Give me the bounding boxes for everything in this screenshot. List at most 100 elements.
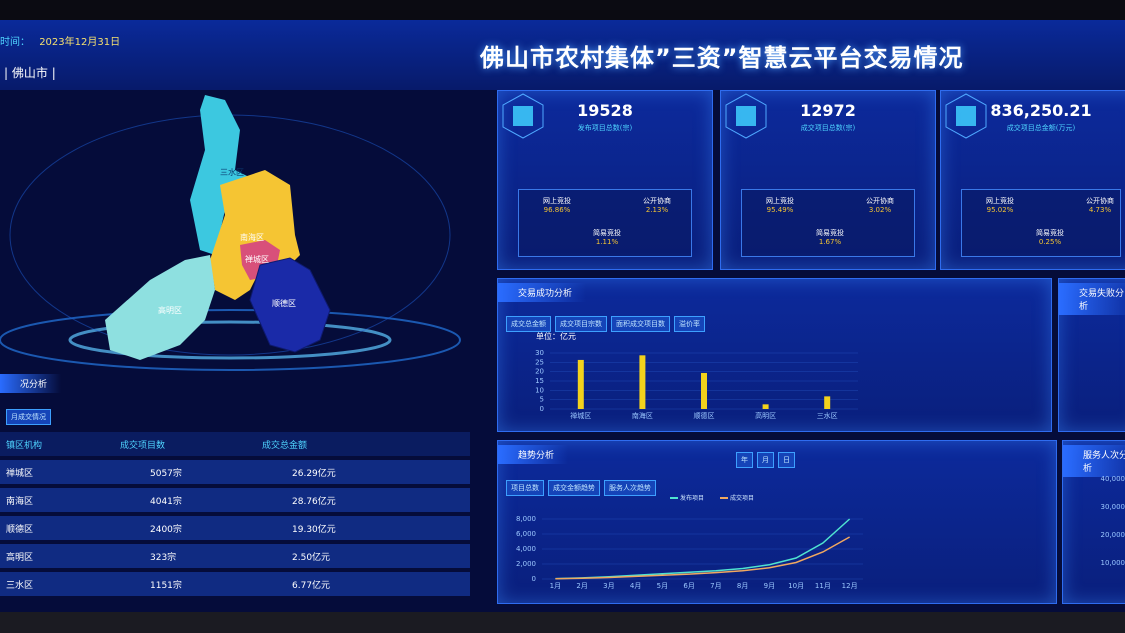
panel-title: 交易失败分析 [1059,283,1125,315]
x-tick-label: 4月 [630,582,641,590]
x-tick-label: 三水区 [817,411,838,420]
y-tick-label: 25 [535,358,544,366]
date: 2023年12月31日 [39,37,121,48]
stat-value: 836,250.21 [990,101,1092,120]
tab[interactable]: 溢价率 [674,316,705,332]
region-label: 三水区 [220,167,244,177]
x-tick-label: 10月 [788,582,804,590]
tab[interactable]: 月成交情况 [6,409,51,425]
trend-panel: 趋势分析项目总数 成交金额趋势 服务人次趋势 年月日 0 2,000 4,000 6,000 8… [497,440,1057,604]
cell: 2.50亿元 [292,553,331,563]
panel-title: 交易成功分析 [498,283,587,302]
cell: 2400宗 [150,525,182,535]
stat-card: 12972 成交项目总数(宗) 网上竞投 95.49% 公开协商 3.02% 简易竞投 1.6… [720,90,936,270]
item-label: 简易竞投 [816,229,844,237]
period-tab[interactable]: 月 [757,452,774,468]
tab[interactable]: 成交总金额 [506,316,551,332]
y-tick-label: 6,000 [516,530,536,538]
item-value: 95.02% [986,206,1014,214]
page-title: 佛山市农村集体”三资”智慧云平台交易情况 [480,44,964,72]
map-ring [0,309,461,371]
section-title: 况分析 [0,374,62,393]
stat-label: 发布项目总数(宗) [577,124,633,132]
icon-hex [725,93,767,139]
x-tick-label: 高明区 [755,411,776,420]
region-shape[interactable] [249,257,331,353]
item-label: 公开协商 [643,197,671,205]
x-tick-label: 8月 [737,582,748,590]
fail-panel: 交易失败分析 [1058,278,1125,432]
tab-bar: 成交总金额 成交项目宗数 面积成交项目数 溢价率 [506,311,709,332]
item-value: 95.49% [766,206,794,214]
x-tick-label: 南海区 [632,411,653,420]
tab[interactable]: 成交金额趋势 [548,480,600,496]
item-label: 网上竞投 [543,197,571,205]
breakdown-item: 公开协商 4.73% [1070,196,1125,214]
icon-hex [502,93,544,139]
tab[interactable]: 项目总数 [506,480,544,496]
icon [725,93,767,139]
item-value: 96.86% [543,206,571,214]
y-tick-label: 2,000 [516,560,536,568]
date-box: 时间： 2023年12月31日 [0,33,120,48]
map: 三水区 南海区 禅城区 顺德区 高明区 [0,95,461,371]
unit-label: 单位：亿元 [536,332,576,341]
item-value: 2.13% [645,206,669,214]
stat-label: 成交项目总数(宗) [800,124,856,132]
region-shape[interactable] [190,95,255,255]
y-tick-label: 0 [532,575,536,583]
breakdown-item: 网上竞投 95.02% [970,196,1030,214]
bar [577,359,584,409]
panel-title: 趋势分析 [498,445,569,464]
region-label: 南海区 [240,232,264,242]
table-header: 镇区机构 成交项目数 成交总金额 [0,432,470,456]
cell: 6.77亿元 [292,581,331,591]
stat-label: 成交项目总金额(万元) [1006,124,1076,132]
period-tab[interactable]: 年 [736,452,753,468]
y-tick-label: 0 [540,405,544,413]
region-select[interactable]: | 佛山市 | [4,66,56,80]
tab[interactable]: 面积成交项目数 [611,316,670,332]
stat-value: 19528 [577,101,633,120]
table-row: 禅城区 5057宗 26.29亿元 [0,460,470,484]
item-label: 网上竞投 [986,197,1014,205]
bar [824,396,831,409]
period-tab[interactable]: 日 [778,452,795,468]
region-label: 顺德区 [272,298,296,308]
period-bar: 年月日 [736,447,799,468]
item-value: 4.73% [1088,206,1112,214]
cell: 323宗 [150,553,177,563]
x-tick-label: 6月 [683,582,694,590]
legend-label: 成交项目 [730,494,754,502]
cell: 顺德区 [6,525,34,535]
cell: 26.29亿元 [292,469,336,479]
tab[interactable]: 服务人次趋势 [604,480,656,496]
icon-hex [945,93,987,139]
breakdown-item: 简易竞投 1.11% [577,228,637,246]
table-row: 三水区 1151宗 6.77亿元 [0,572,470,596]
stat-breakdown: 网上竞投 95.49% 公开协商 3.02% 简易竞投 1.67% [741,189,915,257]
item-value: 0.25% [1038,238,1062,246]
item-value: 1.67% [818,238,842,246]
table-row: 高明区 323宗 2.50亿元 [0,544,470,568]
column-header: 成交总金额 [262,441,308,451]
stat-card: 836,250.21 成交项目总金额(万元) 网上竞投 95.02% 公开协商 4.73%… [940,90,1125,270]
stat-value: 12972 [800,101,856,120]
item-value: 1.11% [595,238,619,246]
region-label: 禅城区 [245,254,269,264]
breakdown-item: 简易竞投 0.25% [1020,228,1080,246]
x-tick-label: 12月 [842,582,858,590]
table-section: 况分析 月成交情况 镇区机构 成交项目数 成交总金额 禅城区 5057宗 26.29亿元南… [0,374,475,614]
service-panel: 服务人次分析 10,000 20,000 30,000 40,000 [1062,440,1125,604]
header-bar [0,20,1125,90]
icon [945,93,987,139]
y-tick-label: 4,000 [516,545,536,553]
region-shape[interactable] [105,255,215,360]
region-shape[interactable] [210,170,300,300]
success-panel: 交易成功分析 成交总金额 成交项目宗数 面积成交项目数 溢价率 单位：亿元 0 5 10 15 20… [497,278,1052,432]
tab[interactable]: 成交项目宗数 [555,316,607,332]
bar [701,372,707,409]
table-row: 顺德区 2400宗 19.30亿元 [0,516,470,540]
item-value: 3.02% [868,206,892,214]
